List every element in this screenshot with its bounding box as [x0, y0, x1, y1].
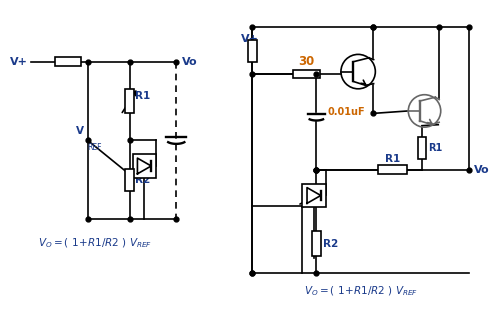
- Text: $V_O=(\ 1\!+\!R1/R2\ )\ V_{REF}$: $V_O=(\ 1\!+\!R1/R2\ )\ V_{REF}$: [304, 284, 418, 298]
- Bar: [248, 40, 257, 61]
- Text: V: V: [76, 126, 84, 137]
- Bar: [302, 184, 326, 207]
- Bar: [125, 89, 134, 114]
- Text: R1: R1: [385, 154, 400, 164]
- Text: $V_O=(\ 1\!+\!R1/R2\ )\ V_{REF}$: $V_O=(\ 1\!+\!R1/R2\ )\ V_{REF}$: [38, 236, 152, 250]
- Bar: [378, 165, 408, 174]
- Text: R2: R2: [136, 175, 150, 185]
- Bar: [132, 154, 156, 178]
- Bar: [125, 169, 134, 190]
- Text: Vo: Vo: [474, 165, 490, 175]
- Text: R1: R1: [136, 91, 150, 101]
- Bar: [55, 57, 82, 66]
- Bar: [294, 70, 320, 79]
- Text: 0.01uF: 0.01uF: [327, 107, 365, 117]
- Bar: [418, 137, 426, 159]
- Bar: [312, 231, 321, 256]
- Text: V+: V+: [10, 57, 28, 67]
- Text: Vo: Vo: [182, 57, 198, 67]
- Text: V+: V+: [241, 34, 259, 44]
- Text: 30: 30: [298, 55, 314, 68]
- Text: R2: R2: [323, 239, 338, 248]
- Text: REF: REF: [87, 143, 102, 152]
- Text: R1: R1: [428, 143, 442, 153]
